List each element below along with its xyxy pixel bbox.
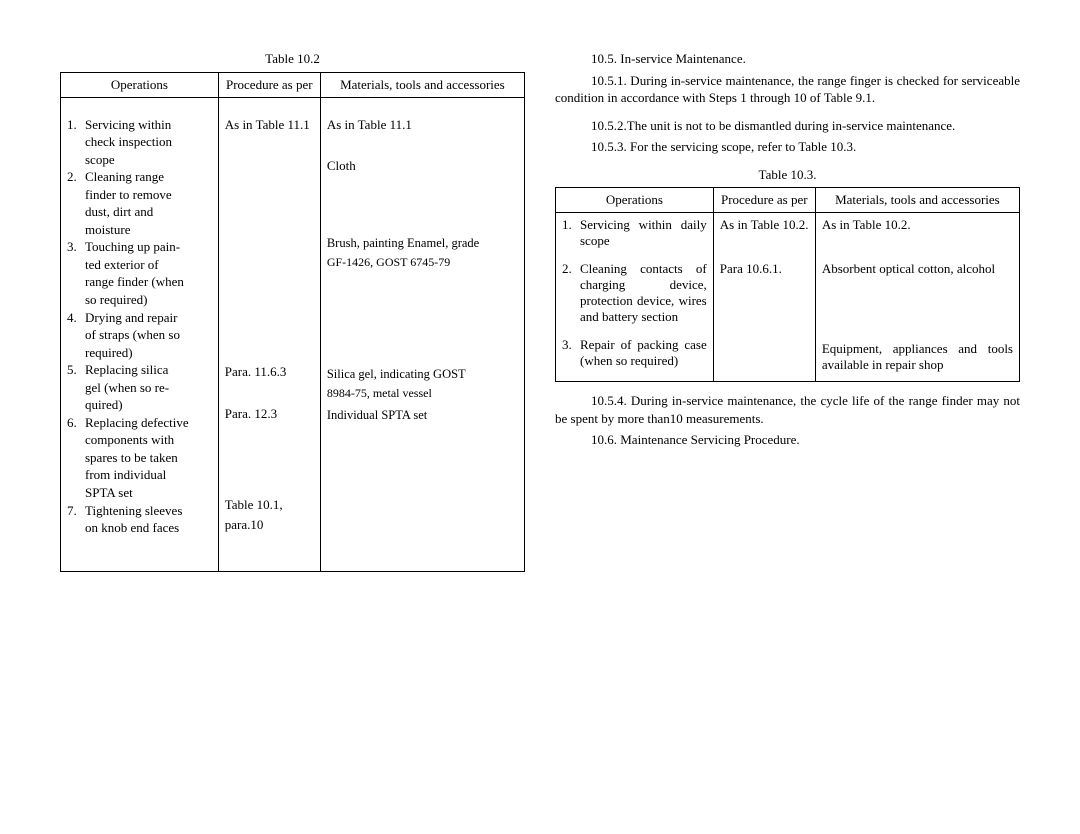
op-text: scope <box>85 151 212 169</box>
mat-text: Equipment, appliances and tools availabl… <box>822 341 1013 373</box>
op-text: required) <box>85 344 212 362</box>
para-10-5-4: 10.5.4. During in-service maintenance, t… <box>555 392 1020 427</box>
op-num: 4. <box>67 309 85 327</box>
op-text: dust, dirt and <box>85 203 212 221</box>
op-text: so required) <box>85 291 212 309</box>
mat-text: Individual SPTA set <box>327 407 518 424</box>
col-materials: Materials, tools and accessories <box>320 72 524 97</box>
mat-text: Brush, painting Enamel, grade <box>327 235 518 252</box>
op-num: 2. <box>67 168 85 186</box>
op-num: 1. <box>562 217 580 249</box>
op-text: check inspection <box>85 133 212 151</box>
op-text: Servicing within <box>85 116 212 134</box>
procedure-cell: As in Table 11.1 Para. 11.6.3 Para. 12.3… <box>218 97 320 571</box>
materials-cell: As in Table 10.2. Absorbent optical cott… <box>815 213 1019 382</box>
col-materials: Materials, tools and accessories <box>815 188 1019 213</box>
col-procedure: Procedure as per <box>218 72 320 97</box>
proc-text: Table 10.1, <box>225 496 314 514</box>
table-10-2: Operations Procedure as per Materials, t… <box>60 72 525 572</box>
op-text: Replacing silica <box>85 361 212 379</box>
proc-text: Para 10.6.1. <box>720 261 809 277</box>
op-text: of straps (when so <box>85 326 212 344</box>
proc-text: para.10 <box>225 516 314 534</box>
op-num: 3. <box>67 238 85 256</box>
op-text: Tightening sleeves <box>85 502 212 520</box>
col-operations: Operations <box>61 72 219 97</box>
table-10-2-caption: Table 10.2 <box>60 50 525 68</box>
table-10-3: Operations Procedure as per Materials, t… <box>555 187 1020 382</box>
mat-text: 8984-75, metal vessel <box>327 385 518 401</box>
para-10-5-3: 10.5.3. For the servicing scope, refer t… <box>555 138 1020 156</box>
para-10-5-1: 10.5.1. During in-service maintenance, t… <box>555 72 1020 107</box>
col-operations: Operations <box>556 188 714 213</box>
mat-text: As in Table 10.2. <box>822 217 1013 233</box>
mat-text: GF-1426, GOST 6745-79 <box>327 254 518 270</box>
op-text: quired) <box>85 396 212 414</box>
op-text: range finder (when <box>85 273 212 291</box>
op-text: from individual <box>85 466 212 484</box>
op-num: 7. <box>67 502 85 520</box>
op-num: 6. <box>67 414 85 432</box>
op-text: finder to remove <box>85 186 212 204</box>
op-text: Touching up pain- <box>85 238 212 256</box>
table-row: Operations Procedure as per Materials, t… <box>556 188 1020 213</box>
op-text: components with <box>85 431 212 449</box>
op-text: Drying and repair <box>85 309 212 327</box>
proc-text: As in Table 11.1 <box>225 116 314 134</box>
mat-text: Absorbent optical cotton, alcohol <box>822 261 1013 277</box>
proc-text: Para. 11.6.3 <box>225 363 314 381</box>
table-row: 1.Servicing within check inspection scop… <box>61 97 525 571</box>
proc-text: As in Table 10.2. <box>720 217 809 233</box>
materials-cell: As in Table 11.1 Cloth Brush, painting E… <box>320 97 524 571</box>
op-text: ted exterior of <box>85 256 212 274</box>
proc-text: Para. 12.3 <box>225 405 314 423</box>
op-text: Replacing defective <box>85 414 212 432</box>
table-row: Operations Procedure as per Materials, t… <box>61 72 525 97</box>
table-row: 1. Servicing within daily scope 2. Clean… <box>556 213 1020 382</box>
op-num: 2. <box>562 261 580 325</box>
op-text: gel (when so re- <box>85 379 212 397</box>
op-num: 1. <box>67 116 85 134</box>
op-text: on knob end faces <box>85 519 212 537</box>
op-num: 3. <box>562 337 580 369</box>
mat-text: Cloth <box>327 157 518 175</box>
mat-text: Silica gel, indicating GOST <box>327 366 518 383</box>
op-text: spares to be taken <box>85 449 212 467</box>
procedure-cell: As in Table 10.2. Para 10.6.1. <box>713 213 815 382</box>
para-10-5-2: 10.5.2.The unit is not to be dismantled … <box>555 117 1020 135</box>
op-text: Cleaning range <box>85 168 212 186</box>
op-text: Cleaning contacts of charging device, pr… <box>580 261 707 325</box>
table-10-3-caption: Table 10.3. <box>555 166 1020 184</box>
op-num: 5. <box>67 361 85 379</box>
operations-cell: 1. Servicing within daily scope 2. Clean… <box>556 213 714 382</box>
op-text: moisture <box>85 221 212 239</box>
para-10-6: 10.6. Maintenance Servicing Procedure. <box>555 431 1020 449</box>
col-procedure: Procedure as per <box>713 188 815 213</box>
operations-cell: 1.Servicing within check inspection scop… <box>61 97 219 571</box>
mat-text: As in Table 11.1 <box>327 116 518 134</box>
op-text: Servicing within daily scope <box>580 217 707 249</box>
op-text: SPTA set <box>85 484 212 502</box>
para-10-5: 10.5. In-service Maintenance. <box>555 50 1020 68</box>
op-text: Repair of packing case (when so required… <box>580 337 707 369</box>
